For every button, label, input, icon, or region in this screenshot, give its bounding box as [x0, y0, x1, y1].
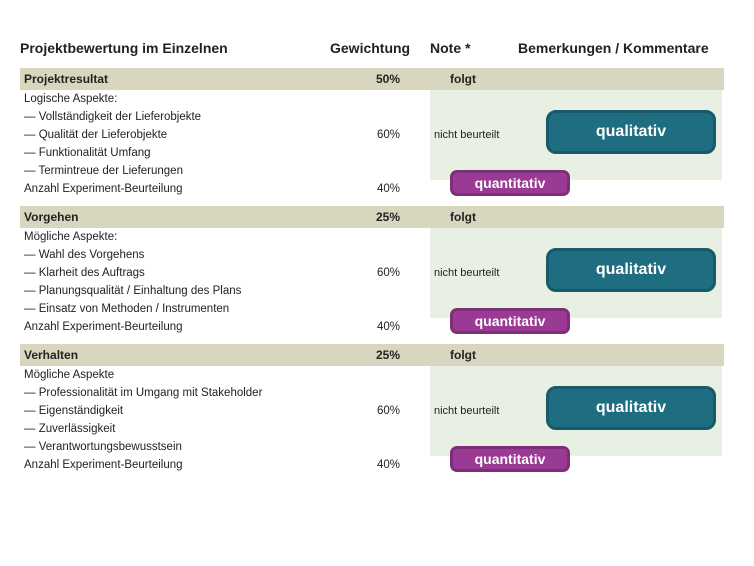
aspect-text: — Verantwortungsbewusstsein: [20, 441, 330, 453]
last-label: Anzahl Experiment-Beurteilung: [20, 321, 330, 333]
aspect-text: — Professionalität im Umgang mit Stakeho…: [20, 387, 330, 399]
evaluation-table: Projektbewertung im Einzelnen Gewichtung…: [0, 0, 754, 502]
aspect-note: nicht beurteilt: [430, 129, 518, 141]
aspect-text: — Einsatz von Methoden / Instrumenten: [20, 303, 330, 315]
section-note: folgt: [430, 72, 518, 86]
header-title: Projektbewertung im Einzelnen: [20, 40, 330, 56]
aspect-weight: 60%: [330, 129, 430, 141]
aspects-label: Mögliche Aspekte: [20, 369, 330, 381]
aspect-text: — Planungsqualität / Einhaltung des Plan…: [20, 285, 330, 297]
aspect-note: nicht beurteilt: [430, 405, 518, 417]
last-weight: 40%: [330, 183, 430, 195]
section-weight: 25%: [330, 210, 430, 224]
aspect-weight: 60%: [330, 405, 430, 417]
aspects-label: Logische Aspekte:: [20, 93, 330, 105]
aspect-row: — Verantwortungsbewusstsein: [20, 438, 724, 456]
header-note: Note *: [430, 40, 518, 56]
header-weight: Gewichtung: [330, 40, 430, 56]
last-row: Anzahl Experiment-Beurteilung40%: [20, 318, 724, 336]
section-header: Vorgehen25%folgt: [20, 206, 724, 228]
table-header-row: Projektbewertung im Einzelnen Gewichtung…: [20, 40, 724, 56]
section-title: Projektresultat: [20, 72, 330, 86]
section: Projektresultat50%folgt Logische Aspekte:…: [20, 68, 724, 198]
quantitativ-badge: quantitativ: [450, 308, 570, 334]
aspects-label-row: Logische Aspekte:: [20, 90, 724, 108]
aspect-note: nicht beurteilt: [430, 267, 518, 279]
section-header: Verhalten25%folgt: [20, 344, 724, 366]
section-header: Projektresultat50%folgt: [20, 68, 724, 90]
aspect-text: — Termintreue der Lieferungen: [20, 165, 330, 177]
aspect-weight: 60%: [330, 267, 430, 279]
header-remarks: Bemerkungen / Kommentare: [518, 40, 724, 56]
aspect-text: — Qualität der Lieferobjekte: [20, 129, 330, 141]
quantitativ-badge: quantitativ: [450, 446, 570, 472]
section-title: Verhalten: [20, 348, 330, 362]
section: Vorgehen25%folgt Mögliche Aspekte: — Wahl …: [20, 206, 724, 336]
section-note: folgt: [430, 210, 518, 224]
aspect-row: — Termintreue der Lieferungen: [20, 162, 724, 180]
last-weight: 40%: [330, 321, 430, 333]
section-weight: 50%: [330, 72, 430, 86]
aspects-label: Mögliche Aspekte:: [20, 231, 330, 243]
qualitativ-badge: qualitativ: [546, 386, 716, 430]
aspect-text: — Funktionalität Umfang: [20, 147, 330, 159]
aspect-text: — Eigenständigkeit: [20, 405, 330, 417]
section-weight: 25%: [330, 348, 430, 362]
last-row: Anzahl Experiment-Beurteilung40%: [20, 456, 724, 474]
last-label: Anzahl Experiment-Beurteilung: [20, 183, 330, 195]
section: Verhalten25%folgt Mögliche Aspekte — Profe…: [20, 344, 724, 474]
qualitativ-badge: qualitativ: [546, 110, 716, 154]
section-title: Vorgehen: [20, 210, 330, 224]
aspects-label-row: Mögliche Aspekte:: [20, 228, 724, 246]
aspect-text: — Vollständigkeit der Lieferobjekte: [20, 111, 330, 123]
last-row: Anzahl Experiment-Beurteilung40%: [20, 180, 724, 198]
aspect-text: — Klarheit des Auftrags: [20, 267, 330, 279]
aspect-text: — Zuverlässigkeit: [20, 423, 330, 435]
qualitativ-badge: qualitativ: [546, 248, 716, 292]
section-note: folgt: [430, 348, 518, 362]
aspect-text: — Wahl des Vorgehens: [20, 249, 330, 261]
aspects-label-row: Mögliche Aspekte: [20, 366, 724, 384]
last-label: Anzahl Experiment-Beurteilung: [20, 459, 330, 471]
last-weight: 40%: [330, 459, 430, 471]
quantitativ-badge: quantitativ: [450, 170, 570, 196]
aspect-row: — Einsatz von Methoden / Instrumenten: [20, 300, 724, 318]
